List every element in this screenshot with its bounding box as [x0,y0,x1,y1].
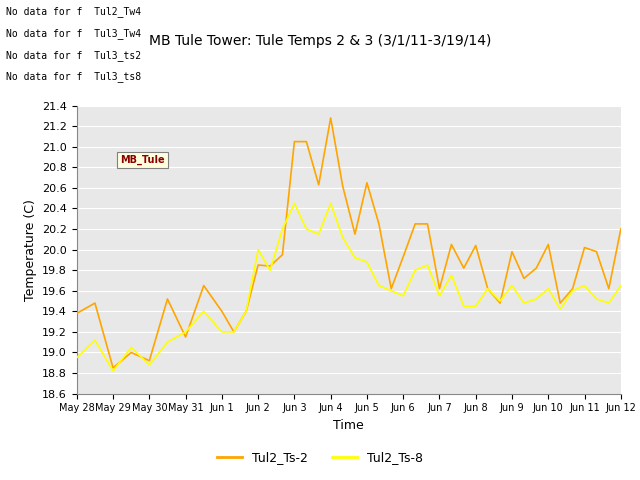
Tul2_Ts-2 [496,300,504,306]
Tul2_Ts-2 [580,245,588,251]
Tul2_Ts-2 [484,286,492,291]
Tul2_Ts-2 [447,241,455,247]
Tul2_Ts-8 [496,298,504,304]
Tul2_Ts-8 [73,355,81,360]
Text: No data for f  Tul3_ts8: No data for f Tul3_ts8 [6,71,141,82]
Tul2_Ts-8 [412,267,419,273]
Tul2_Ts-2 [545,241,552,247]
Tul2_Ts-8 [532,296,540,302]
Tul2_Ts-2 [424,221,431,227]
Tul2_Ts-8 [254,247,262,252]
Tul2_Ts-2 [472,242,479,248]
Tul2_Ts-8 [436,293,444,299]
Tul2_Ts-2 [315,182,323,188]
Tul2_Ts-2 [351,231,359,237]
Tul2_Ts-2 [556,300,564,306]
Tul2_Ts-8 [164,339,172,345]
Tul2_Ts-2 [532,265,540,271]
Tul2_Ts-2 [182,334,189,340]
Tul2_Ts-8 [605,300,612,306]
Tul2_Ts-2 [91,300,99,306]
Tul2_Ts-8 [127,345,135,350]
Tul2_Ts-8 [339,234,346,240]
Tul2_Ts-2 [145,358,153,363]
X-axis label: Time: Time [333,419,364,432]
Tul2_Ts-2 [339,183,346,189]
Tul2_Ts-8 [91,337,99,343]
Tul2_Ts-2 [363,180,371,186]
Tul2_Ts-8 [375,283,383,288]
Tul2_Ts-8 [593,296,600,302]
Tul2_Ts-8 [266,267,274,273]
Tul2_Ts-8 [569,288,577,294]
Tul2_Ts-2 [617,226,625,232]
Text: No data for f  Tul3_ts2: No data for f Tul3_ts2 [6,49,141,60]
Tul2_Ts-8 [145,362,153,368]
Text: No data for f  Tul3_Tw4: No data for f Tul3_Tw4 [6,28,141,39]
Tul2_Ts-8 [243,309,250,314]
Tul2_Ts-8 [278,226,286,232]
Tul2_Ts-8 [520,300,528,306]
Tul2_Ts-2 [109,365,117,371]
Text: No data for f  Tul2_Tw4: No data for f Tul2_Tw4 [6,6,141,17]
Tul2_Ts-8 [484,286,492,291]
Tul2_Ts-2 [243,309,250,314]
Tul2_Ts-2 [230,329,237,335]
Tul2_Ts-8 [545,286,552,291]
Tul2_Ts-2 [127,349,135,355]
Legend: Tul2_Ts-2, Tul2_Ts-8: Tul2_Ts-2, Tul2_Ts-8 [212,446,428,469]
Text: MB Tule Tower: Tule Temps 2 & 3 (3/1/11-3/19/14): MB Tule Tower: Tule Temps 2 & 3 (3/1/11-… [149,34,491,48]
Tul2_Ts-2 [254,262,262,268]
Tul2_Ts-8 [182,329,189,335]
Tul2_Ts-2 [593,249,600,254]
Tul2_Ts-8 [315,231,323,237]
Tul2_Ts-8 [580,283,588,288]
Tul2_Ts-2 [399,254,407,260]
Tul2_Ts-8 [508,283,516,288]
Tul2_Ts-8 [230,329,237,335]
Tul2_Ts-8 [218,329,226,335]
Tul2_Ts-2 [278,252,286,258]
Text: MB_Tule: MB_Tule [120,155,165,166]
Y-axis label: Temperature (C): Temperature (C) [24,199,36,300]
Tul2_Ts-8 [472,303,479,309]
Tul2_Ts-2 [200,283,207,288]
Tul2_Ts-8 [363,259,371,265]
Tul2_Ts-8 [617,283,625,288]
Tul2_Ts-8 [303,226,310,232]
Tul2_Ts-2 [73,311,81,316]
Tul2_Ts-8 [109,368,117,374]
Tul2_Ts-2 [218,309,226,314]
Tul2_Ts-8 [387,288,395,294]
Tul2_Ts-2 [569,286,577,291]
Tul2_Ts-2 [164,296,172,302]
Tul2_Ts-8 [399,293,407,299]
Tul2_Ts-2 [508,249,516,254]
Tul2_Ts-2 [291,139,298,144]
Tul2_Ts-8 [291,201,298,206]
Tul2_Ts-2 [375,221,383,227]
Tul2_Ts-8 [460,303,468,309]
Tul2_Ts-2 [266,263,274,269]
Tul2_Ts-8 [200,309,207,314]
Tul2_Ts-2 [412,221,419,227]
Tul2_Ts-8 [556,306,564,312]
Tul2_Ts-2 [605,286,612,291]
Tul2_Ts-8 [327,201,335,206]
Tul2_Ts-8 [351,255,359,261]
Tul2_Ts-2 [460,265,468,271]
Tul2_Ts-2 [327,115,335,121]
Tul2_Ts-2 [387,286,395,291]
Line: Tul2_Ts-2: Tul2_Ts-2 [77,118,621,368]
Line: Tul2_Ts-8: Tul2_Ts-8 [77,204,621,371]
Tul2_Ts-2 [303,139,310,144]
Tul2_Ts-8 [447,273,455,278]
Tul2_Ts-2 [520,276,528,281]
Tul2_Ts-2 [436,286,444,291]
Tul2_Ts-8 [424,262,431,268]
